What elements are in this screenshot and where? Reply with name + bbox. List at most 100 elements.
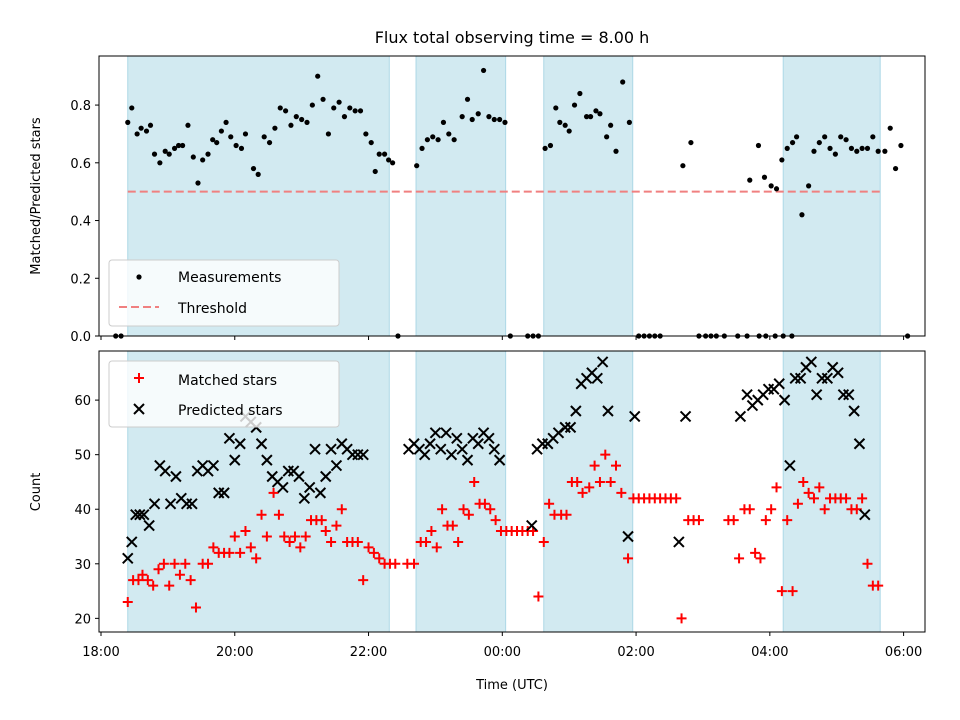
measurement-point — [459, 114, 465, 120]
measurement-point — [859, 145, 865, 151]
measurement-point — [838, 134, 844, 140]
top-observing-window-2 — [415, 55, 507, 337]
measurement-point — [593, 108, 599, 114]
matched-star-point — [808, 493, 819, 504]
measurement-point — [185, 122, 191, 128]
legend-label-measurements: Measurements — [178, 270, 281, 286]
top-y-tick-label: 0.0 — [70, 330, 91, 345]
measurement-point — [218, 128, 224, 134]
matched-star-point — [158, 558, 169, 569]
top-y-tick-label: 0.4 — [70, 215, 91, 230]
matched-star-point — [279, 531, 290, 542]
predicted-star-point — [493, 454, 506, 466]
bottom-observing-window-2 — [415, 350, 507, 633]
predicted-star-point — [207, 459, 220, 472]
predicted-star-point — [424, 438, 436, 450]
top-y-axis-label: Matched/Predicted stars — [29, 117, 44, 275]
top-y-tick-label: 0.6 — [70, 157, 91, 172]
measurement-point — [816, 139, 822, 146]
matched-star-point — [180, 558, 191, 569]
measurement-point — [440, 119, 447, 125]
matched-star-point — [431, 542, 442, 553]
matched-star-point — [300, 531, 311, 542]
measurement-point — [469, 116, 475, 123]
predicted-star-point — [741, 388, 753, 401]
measurement-point — [832, 151, 838, 157]
measurement-point — [315, 73, 321, 79]
measurement-point — [200, 157, 206, 163]
measurement-point — [620, 79, 626, 85]
matched-star-point — [273, 509, 284, 520]
matched-star-point — [235, 547, 246, 558]
measurement-point — [848, 145, 855, 151]
top-legend — [108, 259, 340, 327]
top-y-tick-label: 0.8 — [70, 99, 91, 114]
predicted-star-point — [622, 530, 634, 543]
matched-star-point — [693, 515, 704, 526]
matched-star-point — [676, 613, 687, 624]
matched-star-point — [873, 580, 884, 591]
top-observing-window-4 — [782, 55, 881, 337]
measurement-point — [325, 131, 332, 137]
x-axis-label: Time (UTC) — [475, 678, 548, 693]
x-tick-label: 22:00 — [350, 645, 387, 660]
matched-star-point — [284, 536, 295, 547]
measurement-point — [214, 139, 220, 146]
measurement-point — [341, 114, 348, 120]
predicted-star-point — [148, 498, 161, 510]
measurement-point — [553, 105, 559, 111]
measurement-point — [827, 145, 833, 151]
predicted-star-point — [472, 438, 484, 450]
matched-star-point — [616, 487, 627, 498]
measurement-point — [608, 122, 614, 128]
matched-star-point — [368, 547, 379, 558]
measurement-point — [357, 108, 364, 114]
measurement-point — [238, 145, 245, 151]
predicted-star-point — [138, 508, 150, 521]
matched-star-point — [122, 596, 133, 607]
measurement-point — [125, 119, 131, 125]
matched-star-point — [229, 531, 240, 542]
measurement-point — [162, 148, 168, 154]
matched-star-point — [142, 575, 153, 586]
measurement-point — [233, 142, 239, 149]
measurement-point — [129, 105, 135, 111]
x-tick-label: 04:00 — [751, 645, 788, 660]
predicted-star-point — [445, 448, 458, 461]
measurement-point — [843, 137, 849, 143]
x-tick-label: 18:00 — [82, 645, 119, 660]
measurement-point — [331, 105, 337, 111]
measurement-point — [293, 114, 299, 120]
measurement-point — [430, 134, 436, 140]
matched-star-point — [447, 520, 458, 531]
matched-star-point — [295, 542, 306, 553]
measurement-point — [143, 128, 150, 134]
measurement-point — [604, 134, 610, 140]
matched-star-point — [421, 536, 432, 547]
predicted-star-point — [810, 388, 823, 401]
measurement-point — [283, 108, 289, 114]
measurement-point — [562, 122, 568, 128]
measurement-point — [363, 131, 369, 137]
top-panel: 0.0 0.2 0.4 0.6 0.8 Measurements Threshold — [70, 55, 926, 345]
measurement-point — [811, 148, 817, 154]
measurement-point — [557, 119, 563, 125]
measurement-point — [175, 142, 182, 149]
matched-star-point — [336, 504, 347, 515]
bottom-y-tick-label: 60 — [74, 394, 91, 409]
predicted-star-point — [293, 470, 305, 483]
bottom-y-tick-label: 40 — [74, 503, 91, 518]
measurement-point — [195, 180, 201, 186]
predicted-star-point — [591, 372, 603, 384]
predicted-star-point — [325, 443, 337, 455]
matched-star-point — [320, 526, 331, 537]
measurement-point — [464, 96, 471, 102]
measurement-point — [773, 186, 780, 192]
measurement-point — [381, 151, 388, 157]
matched-star-point — [611, 460, 622, 471]
measurement-point — [597, 111, 603, 117]
matched-star-point — [133, 575, 144, 586]
matched-star-point — [169, 558, 180, 569]
matched-star-point — [862, 558, 873, 569]
